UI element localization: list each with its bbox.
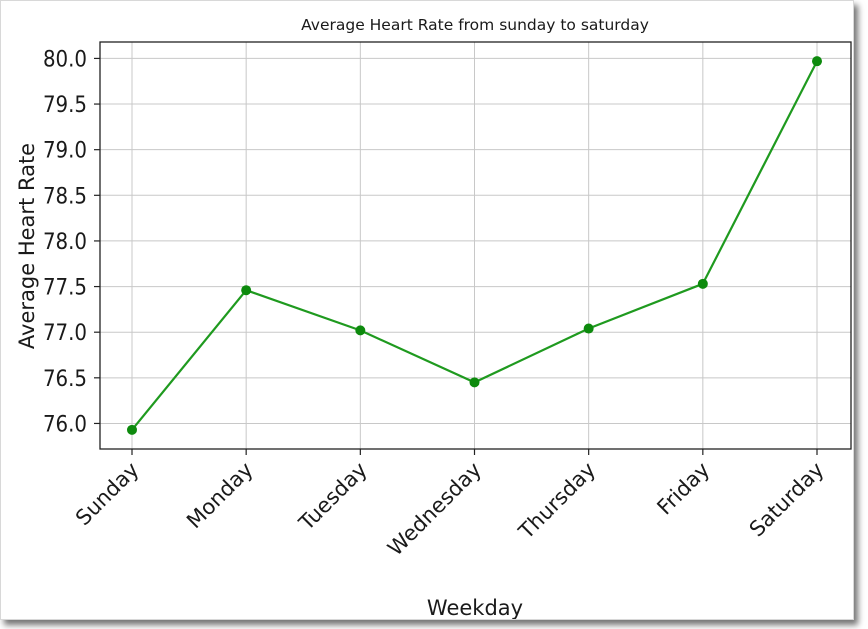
- y-tick-label: 78.0: [43, 230, 87, 255]
- y-tick-label: 79.5: [43, 93, 87, 118]
- y-tick-label: 77.0: [43, 321, 87, 346]
- x-tick-label: Friday: [652, 458, 714, 520]
- data-point: [355, 325, 366, 336]
- data-series: [127, 56, 822, 435]
- x-axis-ticks: Sunday Monday Tuesday Wednesday Thursday Frid…: [71, 449, 829, 561]
- y-axis-ticks: 76.0 76.5 77.0 77.5 78.0 78.5 79.0 79.5 80.0: [43, 47, 100, 437]
- x-tick-label: Wednesday: [383, 458, 486, 561]
- x-tick-label: Sunday: [71, 458, 144, 531]
- grid: [100, 42, 851, 449]
- y-tick-label: 77.5: [43, 276, 87, 301]
- x-tick-label: Thursday: [513, 458, 600, 545]
- x-axis-title: Weekday: [427, 596, 523, 619]
- x-tick-label: Tuesday: [294, 458, 372, 536]
- data-point: [469, 377, 480, 388]
- line-chart: Average Heart Rate from sunday to saturd…: [15, 16, 852, 619]
- data-point: [697, 278, 708, 289]
- chart-figure: Average Heart Rate from sunday to saturd…: [0, 0, 854, 620]
- data-point: [812, 56, 822, 67]
- plot-area: [99, 41, 852, 450]
- data-point: [241, 285, 252, 296]
- y-tick-label: 76.5: [43, 367, 87, 392]
- y-tick-label: 76.0: [43, 412, 87, 437]
- y-tick-label: 79.0: [43, 139, 87, 164]
- data-point: [127, 424, 137, 435]
- y-tick-label: 80.0: [43, 47, 87, 72]
- y-axis-title: Average Heart Rate: [15, 143, 39, 349]
- chart-title: Average Heart Rate from sunday to saturd…: [301, 16, 649, 34]
- x-tick-label: Monday: [182, 458, 258, 534]
- y-tick-label: 78.5: [43, 184, 87, 209]
- x-tick-label: Saturday: [745, 458, 829, 542]
- data-point: [583, 323, 594, 334]
